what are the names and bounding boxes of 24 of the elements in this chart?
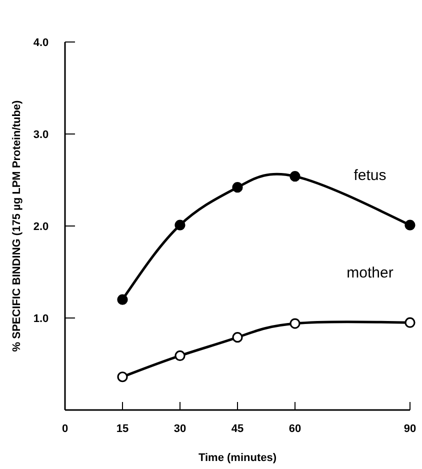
point xyxy=(290,171,300,182)
point xyxy=(290,318,300,329)
point xyxy=(404,317,416,328)
text: mother xyxy=(346,264,394,282)
x-tick-label: 30 xyxy=(174,423,186,435)
y-axis-title: % SPECIFIC BINDING (175 µg LPM Protein/tube) xyxy=(11,100,23,352)
point xyxy=(404,220,416,230)
x-tick-label: 0 xyxy=(62,423,68,435)
x-tick-label: 90 xyxy=(404,423,416,435)
y-tick-label: 1.0 xyxy=(33,313,49,325)
x-tick-label: 15 xyxy=(116,423,129,435)
point xyxy=(174,350,186,362)
x-axis-title: Time (minutes) xyxy=(198,452,277,464)
point xyxy=(232,332,243,343)
point xyxy=(232,182,243,193)
y-tick-label: 2.0 xyxy=(33,221,49,233)
point xyxy=(117,294,128,305)
point xyxy=(174,220,186,230)
x-tick-label: 60 xyxy=(288,423,302,435)
y-tick-label: 3.0 xyxy=(33,129,49,141)
y-tick-label: 4.0 xyxy=(33,37,49,49)
series-label: fetus xyxy=(354,167,386,184)
point xyxy=(117,372,128,382)
x-tick-label: 45 xyxy=(231,423,244,435)
